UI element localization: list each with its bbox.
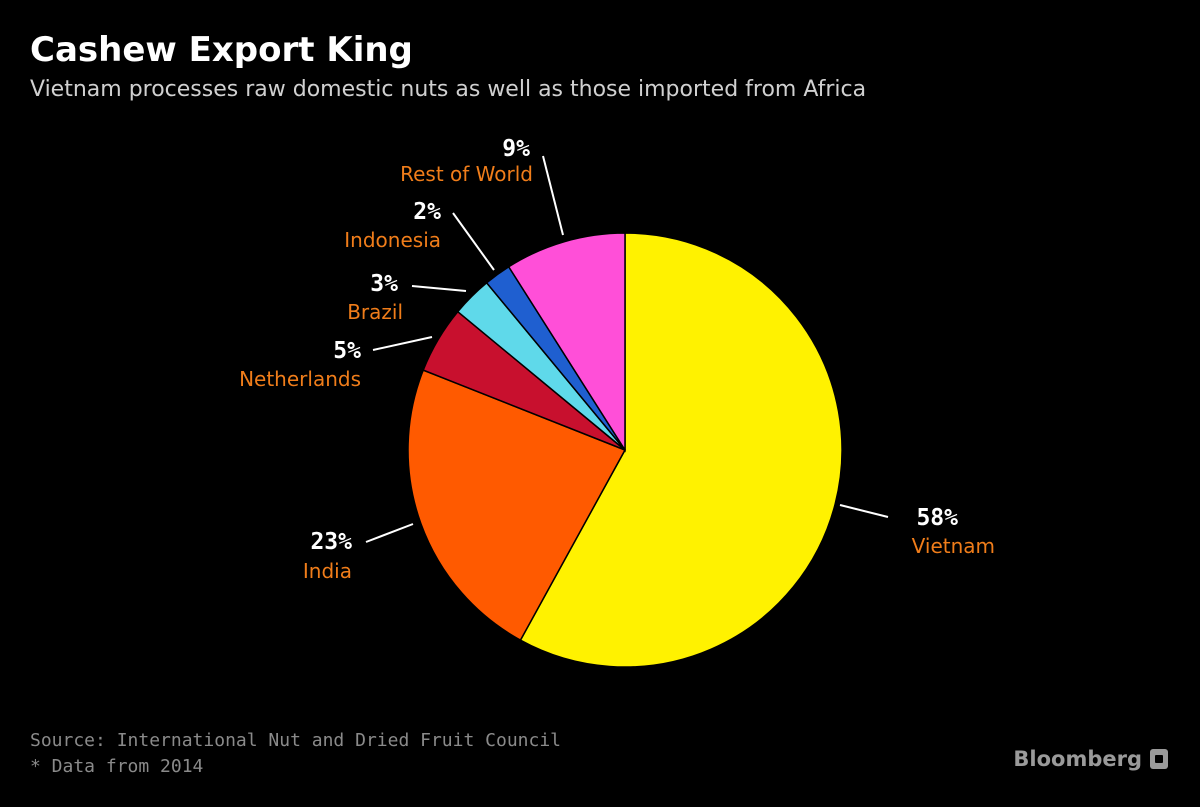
value-label-india: 23% xyxy=(310,529,352,555)
brand-logo: Bloomberg xyxy=(1013,747,1168,771)
leader-line-rest-of-world xyxy=(542,155,564,236)
leader-line-india xyxy=(365,523,414,543)
value-label-vietnam: 58% xyxy=(916,505,958,531)
category-label-vietnam: Vietnam xyxy=(912,534,995,558)
value-label-brazil: 3% xyxy=(370,271,398,297)
leader-line-vietnam xyxy=(839,504,889,518)
pie-slice-india xyxy=(407,369,627,642)
chart-title: Cashew Export King xyxy=(30,30,413,70)
category-label-rest-of-world: Rest of World xyxy=(400,162,533,186)
category-label-indonesia: Indonesia xyxy=(344,228,441,252)
category-label-netherlands: Netherlands xyxy=(239,367,361,391)
category-label-india: India xyxy=(303,559,352,583)
value-label-indonesia: 2% xyxy=(413,199,441,225)
leader-line-brazil xyxy=(411,285,467,292)
value-label-netherlands: 5% xyxy=(333,338,361,364)
brand-name: Bloomberg xyxy=(1013,747,1142,771)
brand-icon xyxy=(1150,749,1168,769)
pie-slice-rest-of-world xyxy=(507,232,626,453)
category-label-brazil: Brazil xyxy=(347,300,403,324)
value-label-rest-of-world: 9% xyxy=(502,136,530,162)
data-year-note: * Data from 2014 xyxy=(30,756,204,777)
chart-subtitle: Vietnam processes raw domestic nuts as w… xyxy=(30,77,867,102)
pie-slice-vietnam xyxy=(519,232,843,668)
leader-line-indonesia xyxy=(452,212,495,271)
leader-line-netherlands xyxy=(372,336,433,351)
source-note: Source: International Nut and Dried Frui… xyxy=(30,730,562,751)
